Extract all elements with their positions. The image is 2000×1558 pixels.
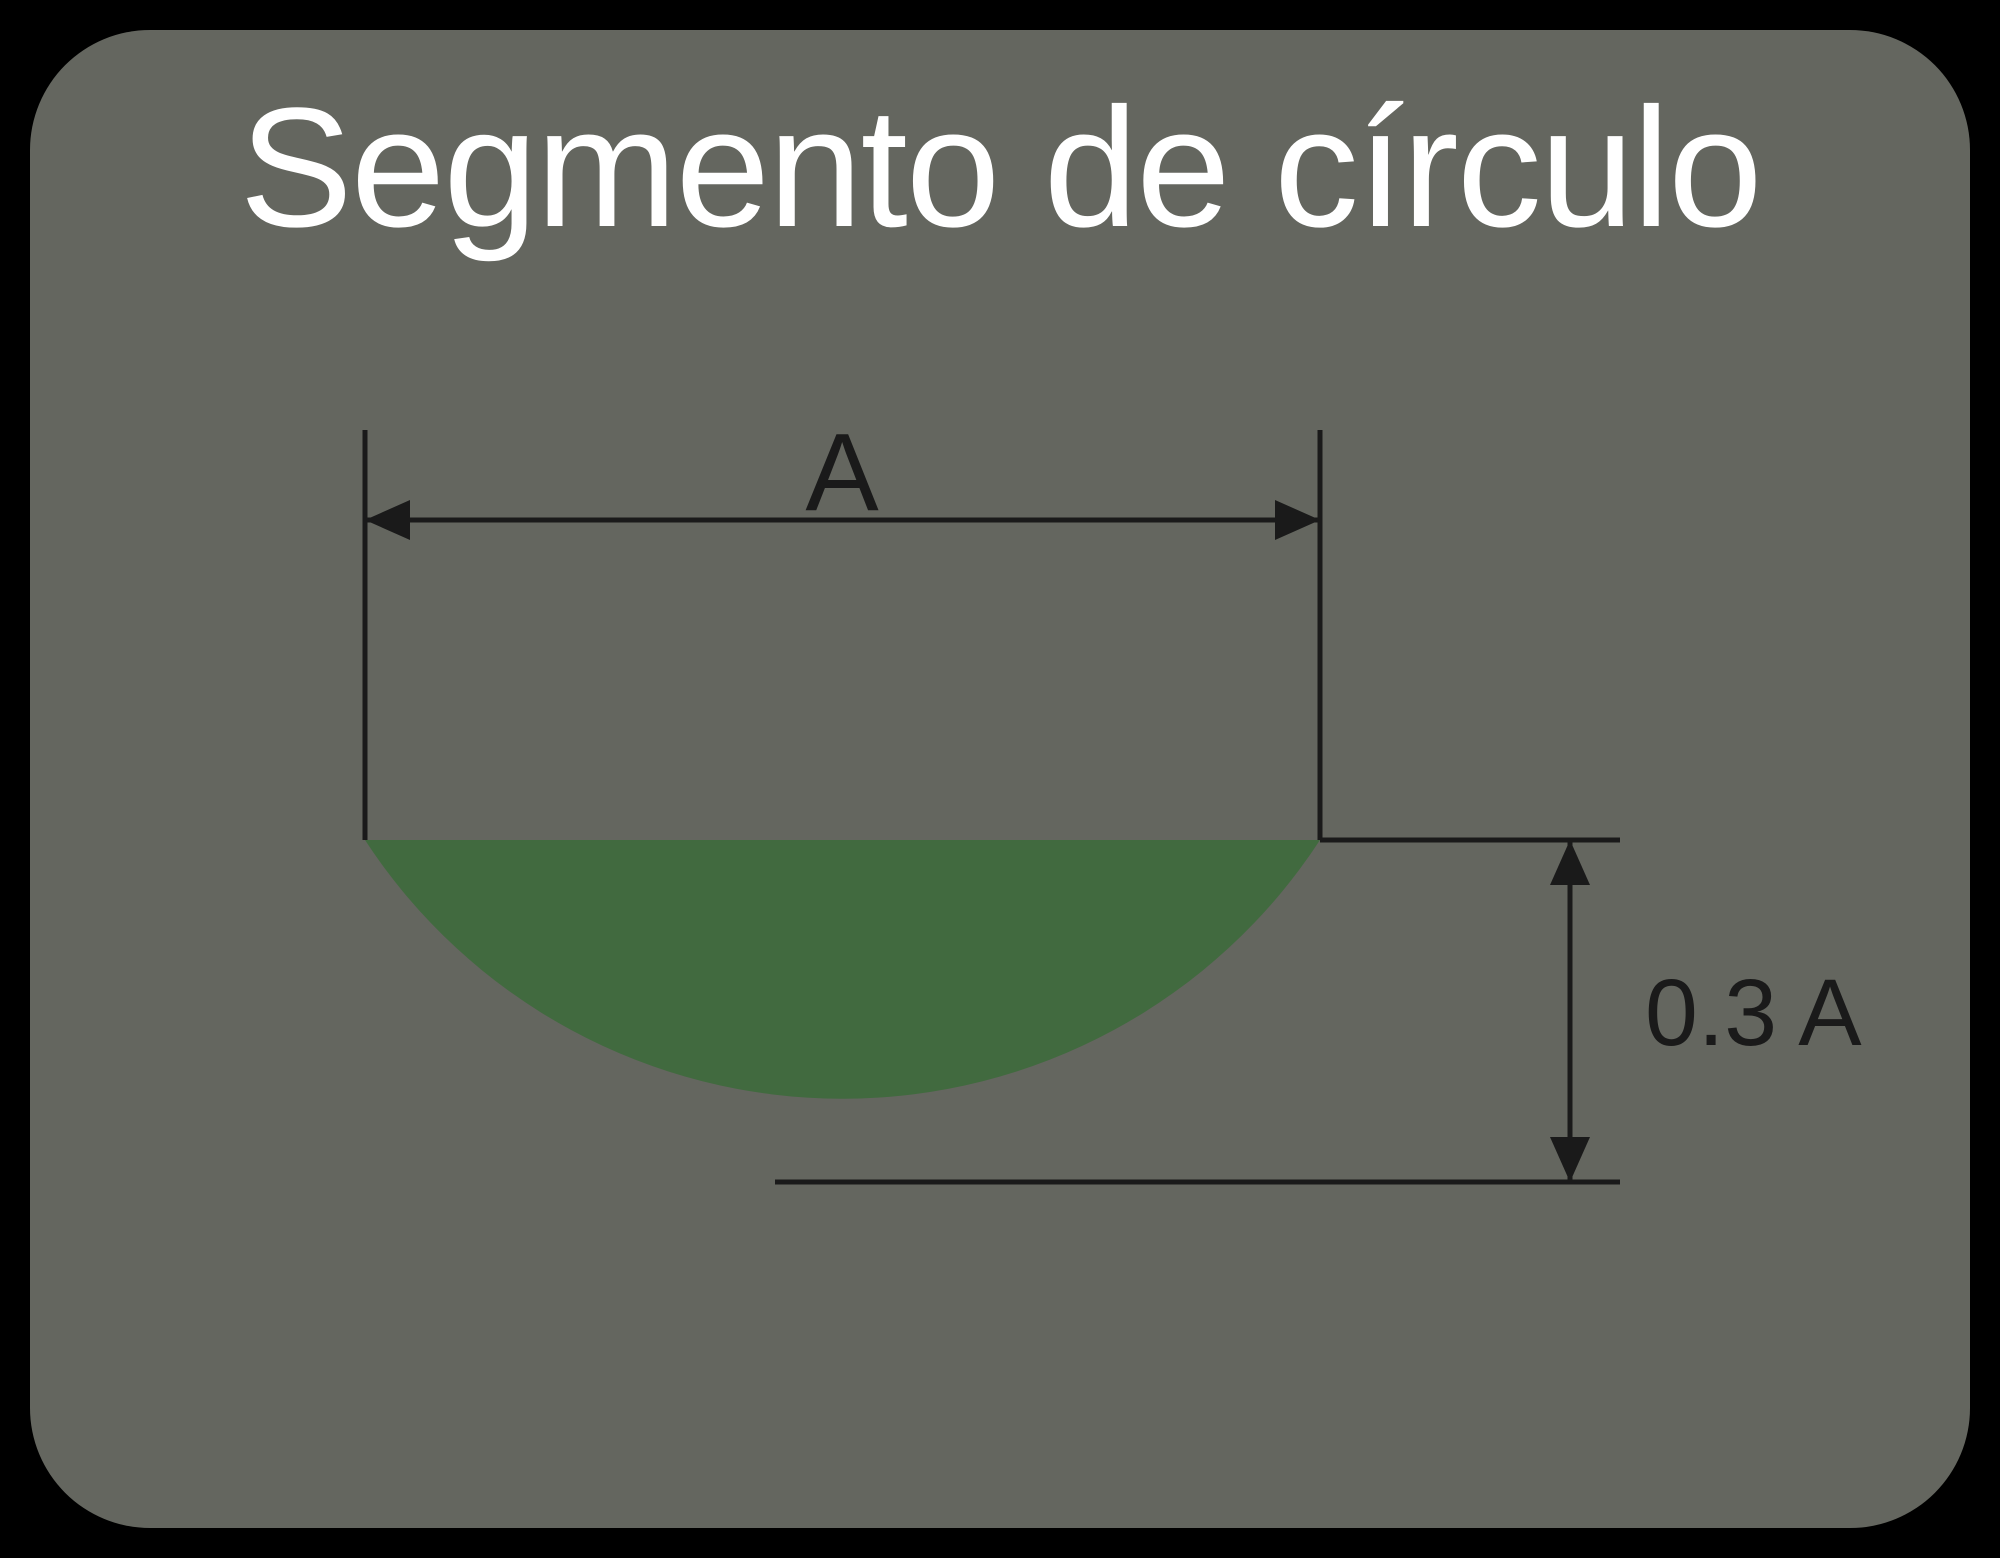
height-label: 0.3 A [1645, 960, 1862, 1066]
chord-arrow-left [365, 500, 410, 540]
circle-segment-shape [365, 840, 1320, 1099]
diagram-card: Segmento de círculo A [30, 30, 1970, 1528]
height-arrow-top [1550, 840, 1590, 885]
height-arrow-bottom [1550, 1137, 1590, 1182]
diagram-svg: A 0.3 A [30, 410, 1970, 1528]
card-title: Segmento de círculo [30, 70, 1970, 266]
chord-label: A [805, 411, 879, 534]
diagram-container: A 0.3 A [30, 410, 1970, 1528]
chord-arrow-right [1275, 500, 1320, 540]
